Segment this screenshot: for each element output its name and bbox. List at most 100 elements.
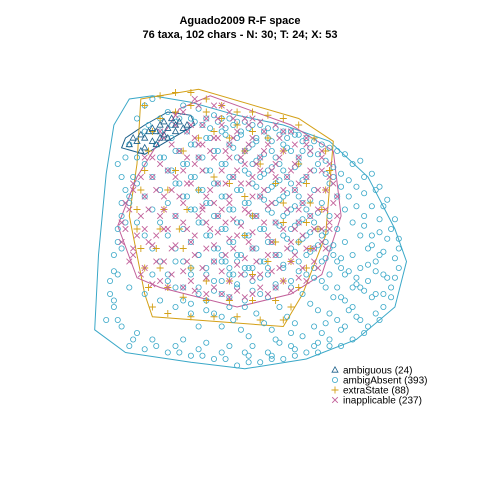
inapplicable-point [191, 287, 198, 294]
ambigabsent-point [284, 313, 291, 320]
inapplicable-point [214, 212, 221, 220]
extrastate-point [164, 310, 172, 317]
inapplicable-point [314, 206, 322, 213]
inapplicable-point [191, 134, 198, 142]
inapplicable-point [164, 167, 171, 174]
ambigabsent-point [357, 232, 364, 239]
inapplicable-hull [117, 95, 342, 308]
inapplicable-point [149, 281, 156, 288]
ambigabsent-point [395, 235, 402, 242]
ambigabsent-point [226, 238, 233, 245]
ambigabsent-point [234, 281, 241, 288]
ambigabsent-point [226, 115, 233, 122]
inapplicable-point [334, 212, 341, 220]
extrastate-point [279, 199, 287, 207]
inapplicable-point [156, 160, 164, 168]
inapplicable-point [264, 232, 272, 239]
ambigabsent-point [264, 294, 271, 301]
ambigabsent-point [338, 294, 345, 301]
extrastate-point [152, 245, 160, 252]
ambigabsent-point [210, 112, 217, 119]
inapplicable-point [199, 167, 206, 174]
ambigabsent-point [245, 333, 252, 340]
ambigabsent-point [234, 154, 241, 161]
inapplicable-point [284, 173, 291, 181]
ambiguous-point [164, 124, 172, 131]
ambigabsent-point [307, 229, 314, 236]
inapplicable-point [118, 219, 125, 226]
inapplicable-point [241, 115, 248, 122]
ambiguous-point [160, 130, 168, 138]
ambigabsent-point [157, 297, 164, 304]
ambigabsent-point [141, 290, 148, 297]
ambigabsent-point [353, 183, 360, 190]
ambigabsent-point [195, 105, 202, 112]
ambigabsent-point [241, 118, 248, 125]
ambiguous-point [171, 127, 180, 135]
ambigabsent-point [218, 225, 225, 232]
ambigabsent-point [361, 190, 368, 197]
inapplicable-point [314, 186, 322, 194]
ambigabsent-point [249, 264, 256, 271]
ambigabsent-point [272, 251, 279, 258]
inapplicable-point [191, 160, 198, 168]
ambiguous-point [137, 146, 145, 154]
inapplicable-point [257, 271, 264, 278]
ambigabsent-point [164, 109, 171, 116]
ambigabsent-point [357, 316, 364, 323]
extrastate-point [302, 219, 310, 226]
ambigabsent-point [264, 349, 271, 356]
ambigabsent-point [353, 203, 360, 210]
ambigabsent-point [295, 219, 302, 226]
inapplicable-point [310, 225, 318, 233]
inapplicable-point [249, 134, 256, 142]
inapplicable-point [126, 206, 133, 213]
ambigabsent-point [222, 160, 229, 167]
inapplicable-point [287, 167, 295, 174]
inapplicable-point [130, 251, 137, 259]
inapplicable-point [303, 141, 310, 148]
inapplicable-point [245, 121, 252, 129]
inapplicable-point [287, 287, 295, 294]
extrastate-point [179, 245, 187, 252]
ambigabsent-point [187, 115, 194, 122]
ambigabsent-point [364, 323, 371, 330]
ambigabsent-point [272, 154, 279, 161]
ambigabsent-point [195, 290, 202, 297]
ambigabsent-point [149, 206, 156, 213]
ambigabsent-point [280, 167, 287, 174]
ambigabsent-point [272, 199, 279, 206]
ambigabsent-point [334, 225, 341, 232]
inapplicable-point [222, 251, 229, 259]
ambigabsent-point [253, 138, 260, 145]
inapplicable-point [268, 167, 275, 174]
ambigabsent-point [268, 147, 275, 154]
inapplicable-point [222, 147, 229, 155]
inapplicable-point [218, 167, 225, 174]
ambigabsent-point [107, 277, 114, 284]
ambigabsent-point [326, 144, 333, 151]
ambigabsent-point [253, 183, 260, 190]
ambigabsent-point [218, 258, 225, 265]
ambigabsent-point [172, 118, 179, 125]
ambigabsent-point [172, 342, 179, 349]
inapplicable-point [153, 232, 160, 239]
ambigabsent-point [164, 271, 171, 278]
inapplicable-point [272, 284, 279, 291]
inapplicable-point [303, 277, 310, 285]
inapplicable-point [264, 251, 272, 259]
ambigabsent-point [199, 122, 206, 129]
ambigabsent-point [341, 323, 348, 330]
inapplicable-point [291, 251, 298, 259]
inapplicable-point [303, 173, 310, 181]
inapplicable-point [230, 173, 237, 181]
ambiguous-point [141, 133, 149, 141]
ambigabsent-point [318, 277, 325, 284]
extrastate-point [306, 199, 314, 207]
ambigabsent-point [114, 225, 121, 232]
ambigabsent-point [276, 251, 283, 258]
ambigabsent-point [207, 167, 214, 174]
ambigabsent-point [284, 209, 291, 216]
ambigabsent-point [130, 173, 137, 180]
ambigabsent-point [318, 141, 325, 148]
